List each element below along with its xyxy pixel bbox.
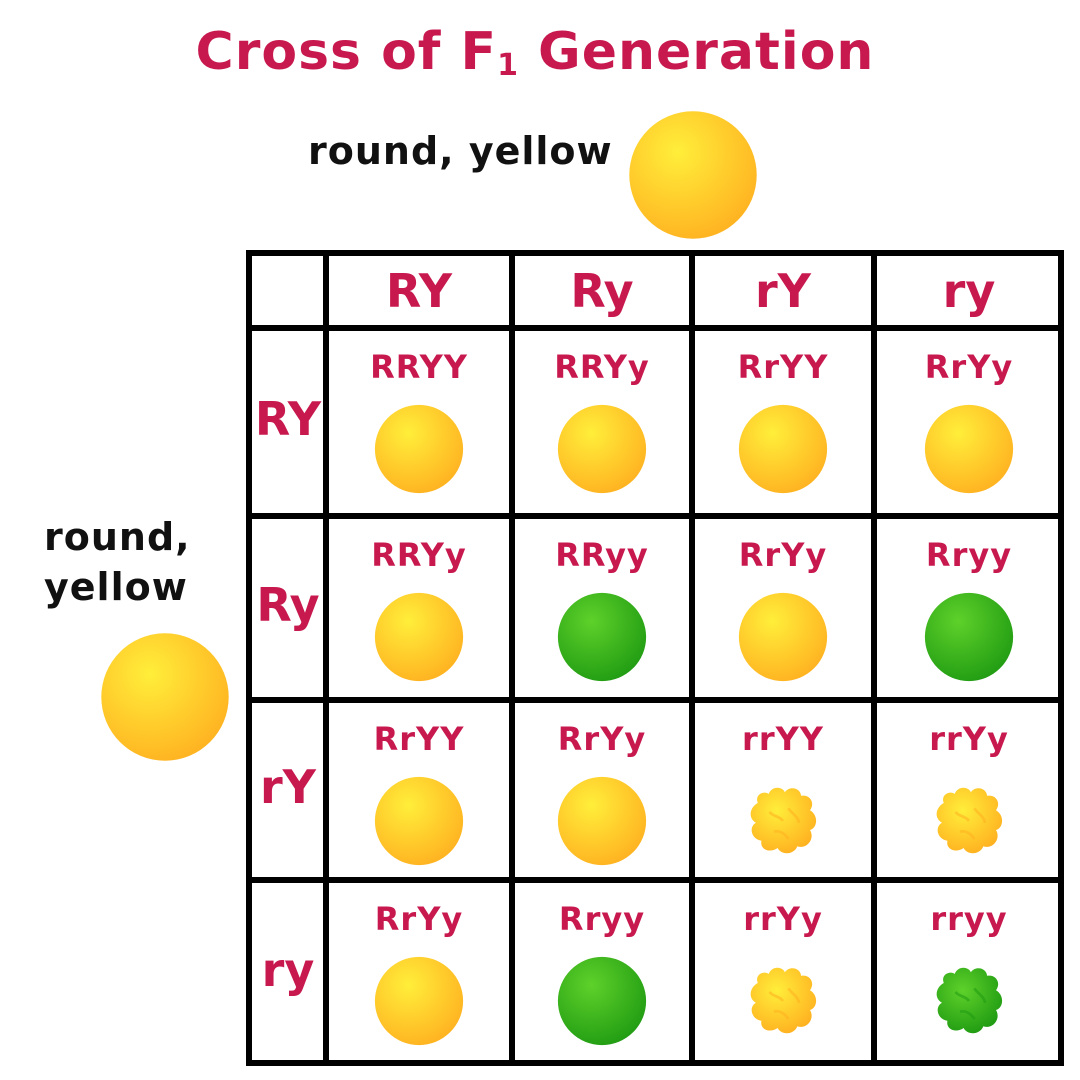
round-yellow-pea-icon (738, 404, 828, 494)
cell-genotype: RrYy (557, 720, 647, 758)
wrinkled-yellow-pea-icon (738, 956, 828, 1046)
cell-genotype: RrYy (924, 348, 1014, 386)
round-yellow-pea-icon (924, 404, 1014, 494)
punnett-square: RY Ry rY ry RY Ry rY ry RRYY RRYy RrYY RrYy (246, 250, 1066, 1068)
row-header-ry: ry (261, 943, 315, 997)
grid-vertical-line (1058, 250, 1064, 1066)
top-parent-pea-icon (628, 110, 758, 240)
left-parent-label-line1: round, (44, 515, 191, 559)
title-rest: Generation (518, 22, 875, 82)
wrinkled-green-pea-icon (924, 956, 1014, 1046)
round-green-pea-icon (557, 956, 647, 1046)
round-yellow-pea-icon (738, 592, 828, 682)
title-main: Cross of F (195, 22, 498, 82)
cell-genotype: rrYy (743, 900, 823, 938)
round-yellow-pea-icon (374, 404, 464, 494)
cell-genotype: rryy (930, 900, 1008, 938)
round-yellow-pea-icon (557, 776, 647, 866)
page-title: Cross of F1 Generation (0, 22, 1070, 83)
grid-vertical-line (246, 250, 252, 1066)
column-header-RY: RY (385, 264, 453, 318)
left-parent-pea-icon (100, 632, 230, 762)
wrinkled-yellow-pea-icon (924, 776, 1014, 866)
cell-genotype: Rryy (558, 900, 646, 938)
round-green-pea-icon (924, 592, 1014, 682)
top-parent-label: round, yellow (308, 129, 613, 173)
cell-genotype: RrYy (374, 900, 464, 938)
row-header-RY: RY (254, 392, 322, 446)
grid-horizontal-line (246, 1060, 1064, 1066)
grid-vertical-line (323, 250, 329, 1066)
round-green-pea-icon (557, 592, 647, 682)
row-header-rY: rY (260, 760, 316, 814)
row-header-Ry: Ry (256, 578, 320, 632)
round-yellow-pea-icon (374, 592, 464, 682)
round-yellow-pea-icon (374, 956, 464, 1046)
cell-genotype: RRYy (554, 348, 650, 386)
wrinkled-yellow-pea-icon (738, 776, 828, 866)
grid-horizontal-line (246, 877, 1064, 883)
grid-vertical-line (871, 250, 877, 1066)
grid-horizontal-line (246, 250, 1064, 256)
cell-genotype: RrYY (737, 348, 829, 386)
cell-genotype: rrYy (929, 720, 1009, 758)
cell-genotype: Rryy (925, 536, 1013, 574)
round-yellow-pea-icon (374, 776, 464, 866)
column-header-rY: rY (755, 264, 811, 318)
round-yellow-pea-icon (557, 404, 647, 494)
column-header-Ry: Ry (570, 264, 634, 318)
column-header-ry: ry (942, 264, 996, 318)
title-subscript: 1 (497, 48, 519, 83)
cell-genotype: RRyy (555, 536, 649, 574)
left-parent-label-line2: yellow (44, 565, 188, 609)
cell-genotype: RrYy (738, 536, 828, 574)
grid-horizontal-line (246, 325, 1064, 331)
grid-horizontal-line (246, 513, 1064, 519)
cell-genotype: RRYy (371, 536, 467, 574)
grid-vertical-line (509, 250, 515, 1066)
cell-genotype: RrYY (373, 720, 465, 758)
cell-genotype: RRYY (370, 348, 468, 386)
left-parent-label: round, yellow (44, 512, 224, 612)
cell-genotype: rrYY (742, 720, 824, 758)
grid-vertical-line (689, 250, 695, 1066)
grid-horizontal-line (246, 697, 1064, 703)
